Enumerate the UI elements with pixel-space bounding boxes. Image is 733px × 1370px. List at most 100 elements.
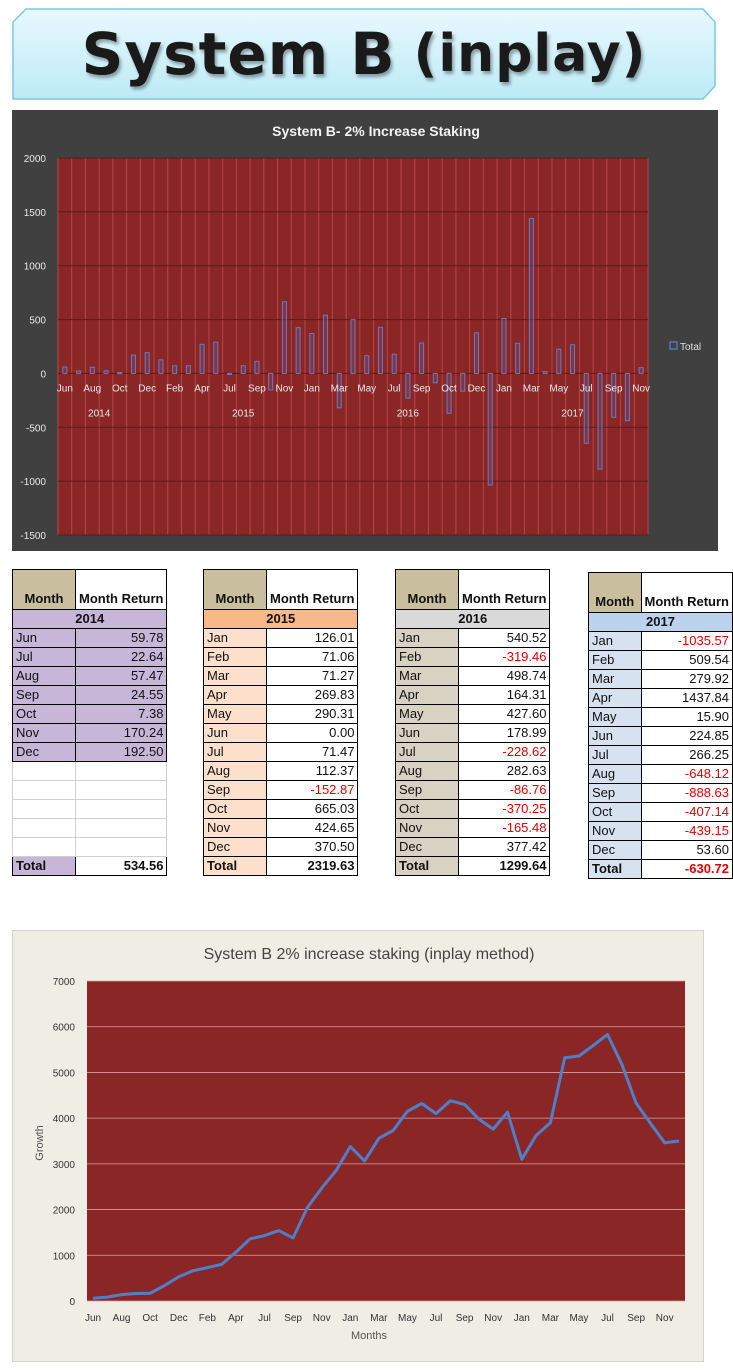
table-row: May 290.31 xyxy=(203,704,359,724)
return-cell: 424.65 xyxy=(265,818,359,838)
return-cell: 15.90 xyxy=(640,707,733,727)
bar xyxy=(323,314,329,374)
bar xyxy=(227,372,233,375)
bar xyxy=(638,367,644,374)
month-cell: Aug xyxy=(12,666,76,686)
x-tick-label: Mar xyxy=(370,1313,388,1324)
empty-row xyxy=(12,780,168,800)
bar xyxy=(336,372,342,409)
month-cell: Apr xyxy=(203,685,267,705)
return-cell: 178.99 xyxy=(457,723,551,743)
x-tick-label: Jul xyxy=(388,383,401,394)
return-cell: -1035.57 xyxy=(640,631,733,651)
month-cell: Aug xyxy=(203,761,267,781)
y-tick-label: -500 xyxy=(26,423,46,434)
table-row: Aug 282.63 xyxy=(395,761,551,781)
bar xyxy=(172,365,178,374)
x-tick-label: Jan xyxy=(342,1313,358,1324)
bar xyxy=(611,372,617,418)
month-cell: Aug xyxy=(395,761,459,781)
return-cell: 22.64 xyxy=(74,647,168,667)
month-cell: Dec xyxy=(203,837,267,857)
bar xyxy=(89,366,95,374)
table-row: Aug 112.37 xyxy=(203,761,359,781)
return-cell: -228.62 xyxy=(457,742,551,762)
bar xyxy=(295,327,301,374)
total-value: 534.56 xyxy=(74,856,168,876)
month-cell: Dec xyxy=(395,837,459,857)
bar xyxy=(501,318,507,374)
x-tick-label: Mar xyxy=(542,1313,560,1324)
chart1-title: System B- 2% Increase Staking xyxy=(272,123,480,139)
bar xyxy=(117,372,123,375)
month-cell: Sep xyxy=(12,685,76,705)
return-cell: 498.74 xyxy=(457,666,551,686)
x-tick-label: Jan xyxy=(496,383,512,394)
chart2-xlabel: Months xyxy=(351,1330,388,1342)
table-row: Oct -370.25 xyxy=(395,799,551,819)
bar xyxy=(130,354,136,374)
table-row: Jun 0.00 xyxy=(203,723,359,743)
x-tick-label: Mar xyxy=(331,383,349,394)
return-cell: 509.54 xyxy=(640,650,733,670)
x-tick-label: Feb xyxy=(199,1313,217,1324)
x-tick-label: Oct xyxy=(142,1313,158,1324)
return-cell: 7.38 xyxy=(74,704,168,724)
x-tick-label: May xyxy=(398,1313,417,1324)
return-cell: -648.12 xyxy=(640,764,733,784)
table-row: Nov -165.48 xyxy=(395,818,551,838)
return-cell: -439.15 xyxy=(640,821,733,841)
monthly-return-chart: 2000 1500 1000 500 0 -500 -1000 -1500 Jun Aug Oct D… xyxy=(12,110,718,551)
x-tick-label: Feb xyxy=(166,383,184,394)
month-cell: Nov xyxy=(395,818,459,838)
bar xyxy=(515,342,521,374)
table-row: Sep 24.55 xyxy=(12,685,168,705)
month-cell: Jan xyxy=(395,628,459,648)
month-cell: Sep xyxy=(395,780,459,800)
table-row: Apr 1437.84 xyxy=(588,688,733,708)
bar xyxy=(309,333,315,374)
return-cell: 126.01 xyxy=(265,628,359,648)
bar xyxy=(624,372,630,422)
bar xyxy=(419,342,425,374)
month-cell: May xyxy=(588,707,642,727)
return-cell: 427.60 xyxy=(457,704,551,724)
plot-area xyxy=(58,158,648,535)
table-row: Sep -888.63 xyxy=(588,783,733,803)
table-row: Feb -319.46 xyxy=(395,647,551,667)
month-cell: Nov xyxy=(588,821,642,841)
x-tick-label: May xyxy=(569,1313,588,1324)
return-cell: -407.14 xyxy=(640,802,733,822)
table-row: Jul 71.47 xyxy=(203,742,359,762)
table-row: Jul 266.25 xyxy=(588,745,733,765)
month-cell: Jan xyxy=(588,631,642,651)
bar xyxy=(391,353,397,374)
month-cell: Dec xyxy=(588,840,642,860)
table-row: Dec 192.50 xyxy=(12,742,168,762)
month-cell: Mar xyxy=(203,666,267,686)
table-row: Jan 540.52 xyxy=(395,628,551,648)
table-row: Jun 224.85 xyxy=(588,726,733,746)
table-row: Apr 269.83 xyxy=(203,685,359,705)
year-label: 2016 xyxy=(394,609,551,629)
return-cell: 71.27 xyxy=(265,666,359,686)
month-cell: Nov xyxy=(12,723,76,743)
bar xyxy=(446,372,452,414)
month-cell: Sep xyxy=(203,780,267,800)
month-cell: Oct xyxy=(12,704,76,724)
month-cell: Jun xyxy=(395,723,459,743)
bar xyxy=(542,371,548,374)
x-tick-label: Jul xyxy=(601,1313,614,1324)
return-cell: 170.24 xyxy=(74,723,168,743)
table-row: Dec 370.50 xyxy=(203,837,359,857)
table-row: Feb 509.54 xyxy=(588,650,733,670)
month-cell: Jun xyxy=(203,723,267,743)
header-month-return: Month Return xyxy=(265,569,359,610)
month-cell: Jul xyxy=(588,745,642,765)
bar xyxy=(281,301,287,374)
y-tick-label: 0 xyxy=(69,1297,75,1308)
return-cell: 164.31 xyxy=(457,685,551,705)
y-tick-label: 5000 xyxy=(53,1068,76,1079)
x-tick-label: Jul xyxy=(430,1313,443,1324)
table-row: Oct 665.03 xyxy=(203,799,359,819)
